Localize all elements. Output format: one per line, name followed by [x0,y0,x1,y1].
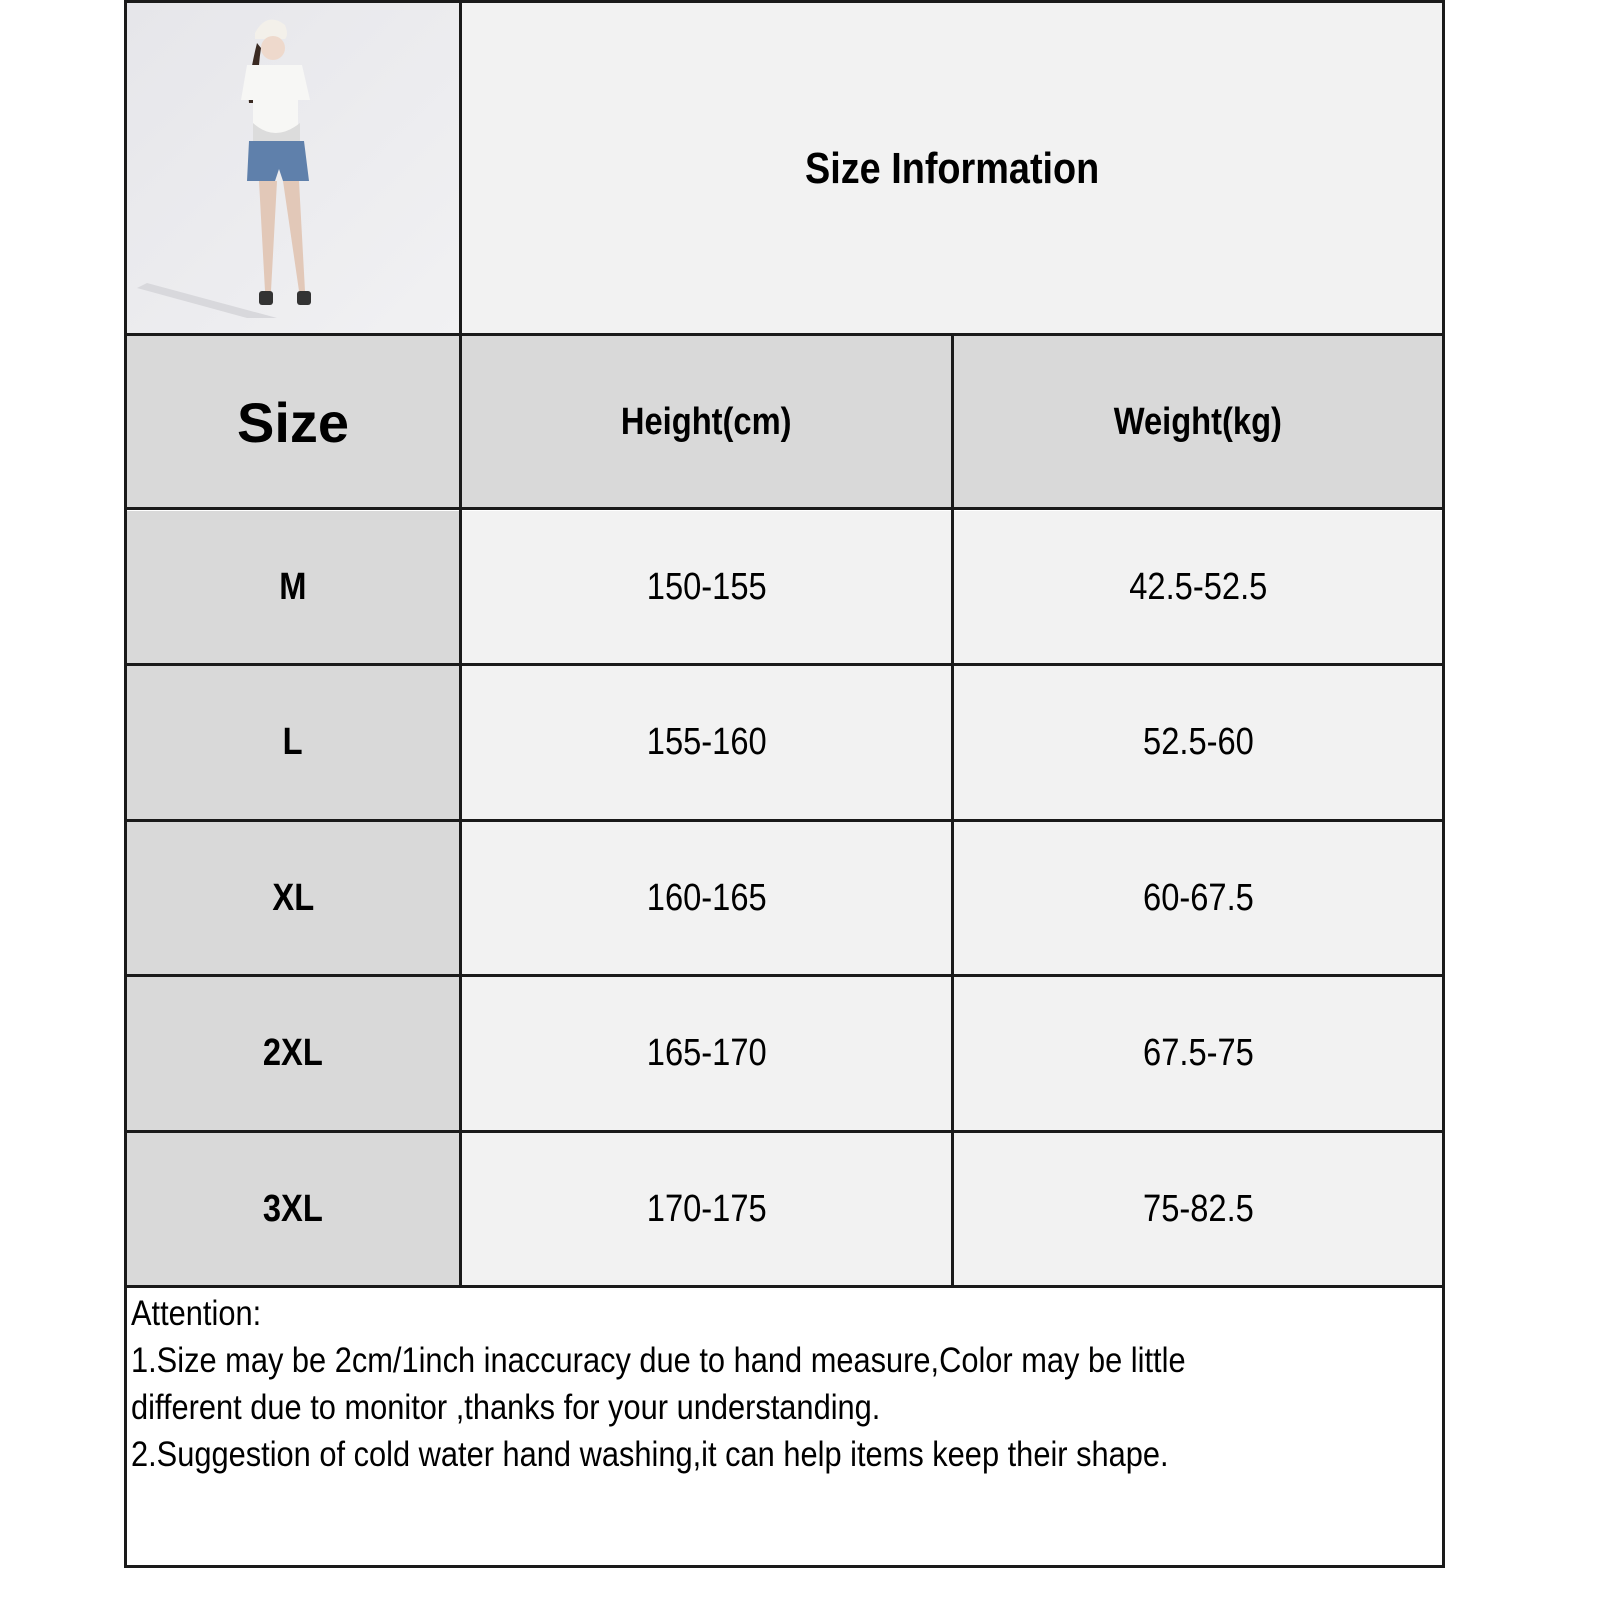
cell-value: 150-155 [646,565,767,608]
note-line: different due to monitor ,thanks for you… [131,1388,881,1427]
table-cell-weight: 42.5-52.5 [954,511,1442,663]
product-photo [127,3,460,334]
cell-value: 165-170 [646,1032,767,1074]
cell-value: M [279,565,307,608]
cell-value: 2XL [263,1032,323,1074]
divider [951,334,954,1288]
divider [124,1285,1444,1288]
table-cell-height: 170-175 [462,1133,951,1285]
title-cell: Size Information [462,3,1442,334]
cell-value: 160-165 [646,876,767,919]
divider [124,819,1444,822]
note-line: 2.Suggestion of cold water hand washing,… [131,1435,1169,1474]
header-size: Size [127,336,459,508]
cell-value: 52.5-60 [1142,721,1254,763]
table-cell-size: 3XL [127,1133,459,1285]
column-header: Size [236,390,350,454]
cell-value: 155-160 [646,721,767,763]
cell-value: L [283,721,303,763]
table-cell-weight: 52.5-60 [954,666,1442,819]
divider [124,663,1444,666]
cell-value: 67.5-75 [1142,1032,1254,1074]
page-title: Size Information [804,143,1100,193]
divider [124,333,1444,336]
divider [124,1130,1444,1133]
table-cell-size: M [127,511,459,663]
attention-notes: Attention: 1.Size may be 2cm/1inch inacc… [131,1290,1431,1478]
table-cell-weight: 75-82.5 [954,1133,1442,1285]
cell-value: 75-82.5 [1142,1187,1254,1230]
size-chart [124,0,1445,1568]
table-cell-height: 165-170 [462,977,951,1130]
table-cell-weight: 67.5-75 [954,977,1442,1130]
table-cell-height: 150-155 [462,511,951,663]
column-header: Height(cm) [621,400,792,443]
table-cell-size: XL [127,822,459,974]
divider [459,0,462,1288]
header-weight: Weight(kg) [954,336,1442,508]
notes-heading: Attention: [131,1294,262,1333]
cell-value: XL [272,876,314,919]
divider [124,507,1444,510]
cell-value: 42.5-52.5 [1128,565,1268,608]
note-line: 1.Size may be 2cm/1inch inaccuracy due t… [131,1341,1186,1380]
header-height: Height(cm) [462,336,951,508]
cell-value: 170-175 [646,1187,767,1230]
table-cell-height: 155-160 [462,666,951,819]
table-cell-size: L [127,666,459,819]
table-cell-weight: 60-67.5 [954,822,1442,974]
table-cell-height: 160-165 [462,822,951,974]
cell-value: 60-67.5 [1142,876,1254,919]
divider [124,974,1444,977]
table-cell-size: 2XL [127,977,459,1130]
cell-value: 3XL [263,1187,323,1230]
column-header: Weight(kg) [1113,400,1283,443]
